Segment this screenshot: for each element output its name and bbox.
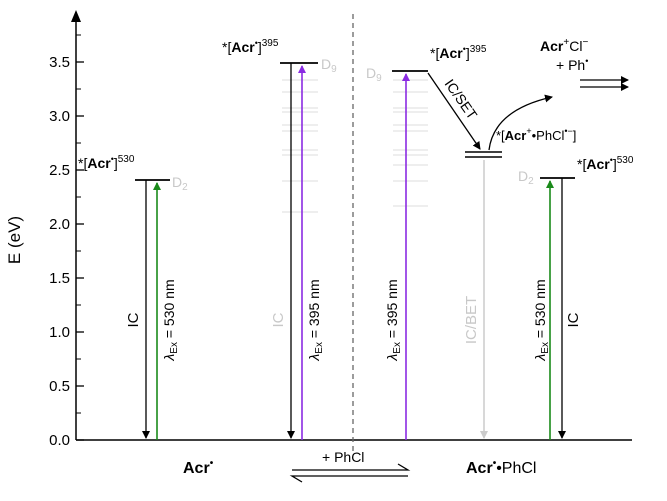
- label-d2-right: D2: [518, 168, 534, 187]
- label-d9-left: D9: [321, 56, 337, 75]
- y-axis: [71, 10, 81, 440]
- bottom-label-right: Acr••PhCl: [466, 458, 536, 477]
- bottom-label-equilibrium: + PhCl: [322, 449, 364, 465]
- y-tick-label: 3.0: [49, 108, 70, 125]
- y-axis-arrow-icon: [71, 10, 81, 22]
- label-lambda-left-395: λEx = 395 nm: [306, 279, 325, 361]
- label-product-ph: + Ph•: [556, 56, 588, 73]
- level-complex: [465, 151, 502, 158]
- arrow-ic-set: [427, 72, 481, 150]
- y-tick-label: 0.5: [49, 378, 70, 395]
- label-lambda-right-395: λEx = 395 nm: [384, 279, 403, 361]
- label-d9-right: D9: [366, 65, 382, 84]
- bottom-label-left: Acr•: [183, 458, 214, 477]
- y-axis-label: E (eV): [5, 216, 24, 264]
- label-left-395: *[Acr•]395: [222, 38, 279, 55]
- label-complex: *[Acr+•PhCl•−]: [496, 126, 576, 143]
- product-forward-arrows: [580, 76, 629, 91]
- y-tick-label: 1.5: [49, 270, 70, 287]
- label-right-530: *[Acr•]530: [577, 155, 634, 172]
- y-tick-label: 2.0: [49, 216, 70, 233]
- arrow-to-products: [488, 94, 553, 151]
- label-ic-set: IC/SET: [442, 76, 481, 123]
- label-d2-left: D2: [172, 174, 188, 193]
- label-lambda-left-530: λEx = 530 nm: [161, 279, 180, 361]
- y-tick-label: 2.5: [49, 162, 70, 179]
- label-ic-bet: IC/BET: [463, 296, 480, 344]
- y-axis-ticks: 0.0 0.5 1.0 1.5 2.0 2.5 3.0 3.5: [49, 34, 84, 449]
- label-ic-right-530: IC: [565, 312, 582, 327]
- label-product-acr-cl: Acr+Cl−: [540, 37, 588, 54]
- y-tick-label: 0.0: [49, 432, 70, 449]
- label-lambda-right-530: λEx = 530 nm: [532, 279, 551, 361]
- label-ic-left-530: IC: [125, 312, 142, 327]
- label-right-395: *[Acr•]395: [430, 44, 487, 61]
- y-tick-label: 3.5: [49, 54, 70, 71]
- equilibrium-arrows: [289, 463, 411, 483]
- label-left-530: *[Acr•]530: [78, 154, 135, 171]
- y-tick-label: 1.0: [49, 324, 70, 341]
- label-ic-left-395: IC: [270, 312, 287, 327]
- minor-levels-right: [393, 79, 428, 207]
- minor-levels-left: [282, 79, 318, 213]
